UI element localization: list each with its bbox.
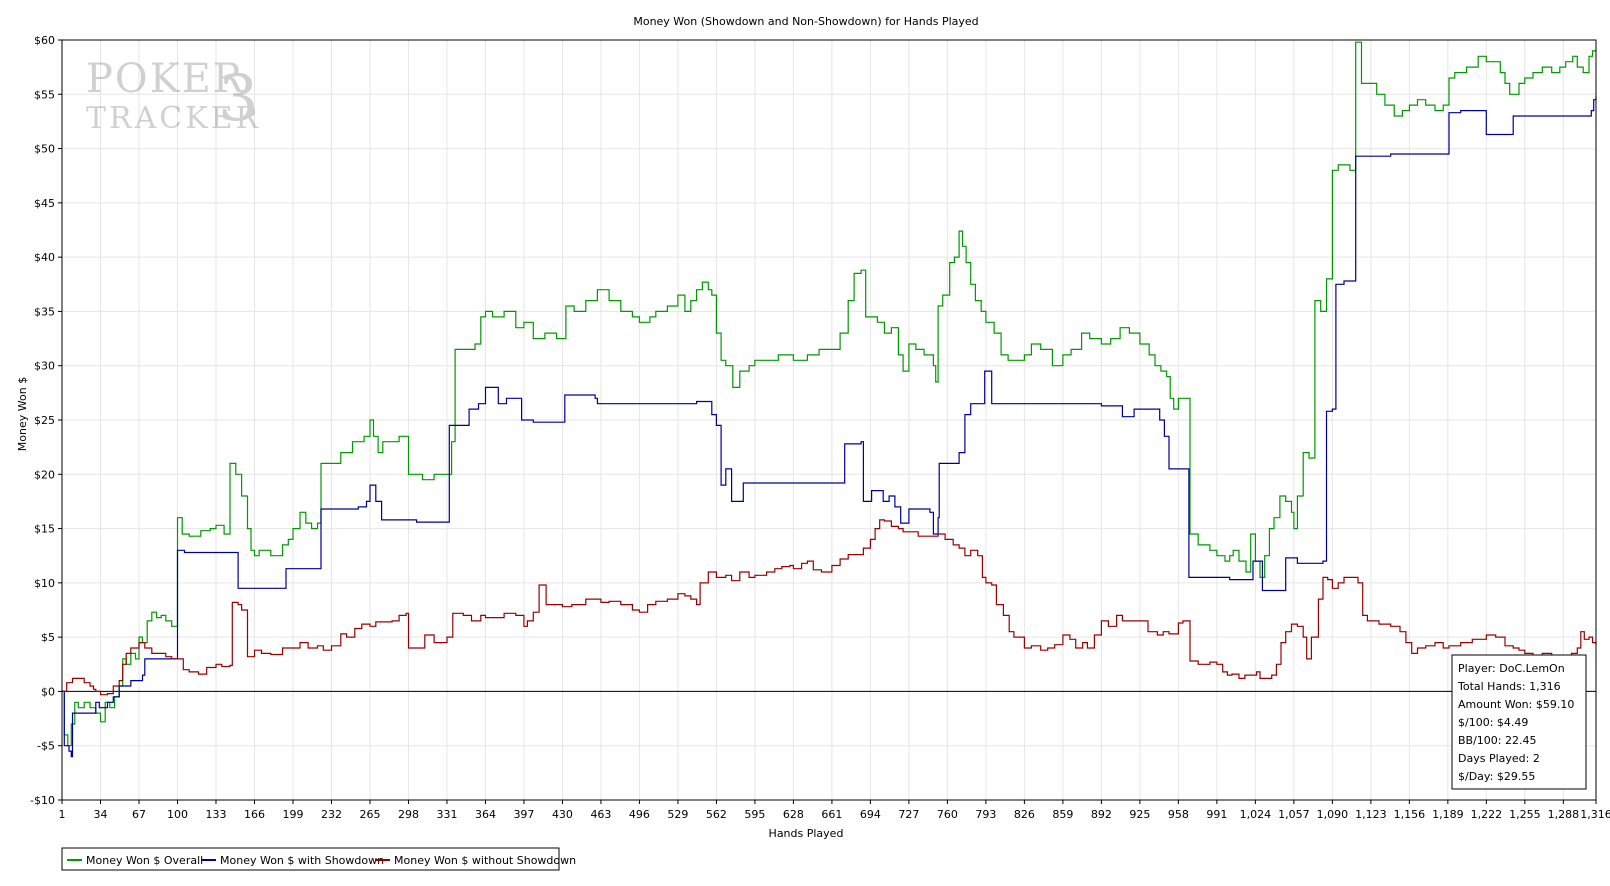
x-tick-label: 463 bbox=[590, 808, 611, 821]
x-tick-label: 628 bbox=[783, 808, 804, 821]
y-tick-label: $60 bbox=[34, 34, 55, 47]
info-total-hands: Total Hands: 1,316 bbox=[1457, 680, 1561, 693]
x-tick-label: 1,288 bbox=[1548, 808, 1580, 821]
x-tick-label: 1,024 bbox=[1240, 808, 1272, 821]
y-tick-label: $10 bbox=[34, 577, 55, 590]
x-tick-label: 1,090 bbox=[1317, 808, 1349, 821]
x-tick-label: 331 bbox=[436, 808, 457, 821]
x-tick-label: 232 bbox=[321, 808, 342, 821]
x-tick-label: 397 bbox=[513, 808, 534, 821]
y-tick-label: $40 bbox=[34, 251, 55, 264]
y-tick-label: $0 bbox=[41, 685, 55, 698]
x-tick-label: 34 bbox=[93, 808, 107, 821]
x-tick-label: 1,255 bbox=[1509, 808, 1541, 821]
y-tick-label: $20 bbox=[34, 468, 55, 481]
player-stats-box: Player: DoC.LemOn Total Hands: 1,316 Amo… bbox=[1452, 655, 1586, 789]
x-tick-label: 727 bbox=[898, 808, 919, 821]
chart-legend: Money Won $ Overall Money Won $ with Sho… bbox=[62, 848, 576, 870]
x-tick-label: 1,189 bbox=[1432, 808, 1464, 821]
info-dollars-per-100: $/100: $4.49 bbox=[1458, 716, 1528, 729]
x-tick-label: 166 bbox=[244, 808, 265, 821]
legend-label-showdown: Money Won $ with Showdown bbox=[220, 854, 384, 867]
x-tick-label: 826 bbox=[1014, 808, 1035, 821]
x-tick-label: 100 bbox=[167, 808, 188, 821]
y-tick-label: $55 bbox=[34, 88, 55, 101]
info-player: Player: DoC.LemOn bbox=[1458, 662, 1565, 675]
x-tick-label: 265 bbox=[359, 808, 380, 821]
y-tick-label: $45 bbox=[34, 197, 55, 210]
x-axis-title: Hands Played bbox=[769, 827, 844, 840]
x-tick-label: 925 bbox=[1129, 808, 1150, 821]
y-tick-label: $15 bbox=[34, 523, 55, 536]
y-tick-label: $5 bbox=[41, 631, 55, 644]
info-dollars-per-day: $/Day: $29.55 bbox=[1458, 770, 1535, 783]
y-tick-label: $30 bbox=[34, 360, 55, 373]
x-tick-label: 199 bbox=[282, 808, 303, 821]
y-tick-label: $35 bbox=[34, 305, 55, 318]
x-tick-label: 133 bbox=[205, 808, 226, 821]
legend-item-non-showdown: Money Won $ without Showdown bbox=[375, 854, 576, 867]
x-tick-label: 496 bbox=[629, 808, 650, 821]
legend-item-showdown: Money Won $ with Showdown bbox=[201, 854, 384, 867]
x-tick-label: 529 bbox=[667, 808, 688, 821]
x-tick-label: 562 bbox=[706, 808, 727, 821]
x-tick-label: 892 bbox=[1091, 808, 1112, 821]
y-tick-label: $50 bbox=[34, 143, 55, 156]
chart-title: Money Won (Showdown and Non-Showdown) fo… bbox=[633, 15, 978, 28]
y-tick-label: -$10 bbox=[30, 794, 55, 807]
watermark-numeral: 3 bbox=[218, 62, 259, 136]
x-tick-label: 1,316 bbox=[1580, 808, 1610, 821]
y-tick-label: $25 bbox=[34, 414, 55, 427]
x-tick-label: 1,156 bbox=[1394, 808, 1426, 821]
y-tick-label: -$5 bbox=[37, 740, 55, 753]
x-tick-label: 364 bbox=[475, 808, 496, 821]
x-tick-label: 859 bbox=[1052, 808, 1073, 821]
x-tick-label: 1 bbox=[59, 808, 66, 821]
legend-label-non-showdown: Money Won $ without Showdown bbox=[394, 854, 576, 867]
x-tick-label: 430 bbox=[552, 808, 573, 821]
info-bb-per-100: BB/100: 22.45 bbox=[1458, 734, 1537, 747]
x-tick-label: 958 bbox=[1168, 808, 1189, 821]
x-tick-label: 1,222 bbox=[1471, 808, 1503, 821]
x-tick-label: 298 bbox=[398, 808, 419, 821]
x-tick-label: 595 bbox=[744, 808, 765, 821]
legend-label-overall: Money Won $ Overall bbox=[86, 854, 203, 867]
x-tick-label: 1,057 bbox=[1278, 808, 1310, 821]
legend-item-overall: Money Won $ Overall bbox=[67, 854, 203, 867]
x-tick-label: 67 bbox=[132, 808, 146, 821]
y-axis-title: Money Won $ bbox=[16, 377, 29, 451]
x-tick-label: 991 bbox=[1206, 808, 1227, 821]
x-tick-label: 694 bbox=[860, 808, 881, 821]
poker-tracker-watermark: POKER TRACKER 3 bbox=[86, 56, 261, 136]
x-tick-label: 760 bbox=[937, 808, 958, 821]
x-tick-label: 1,123 bbox=[1355, 808, 1387, 821]
info-amount-won: Amount Won: $59.10 bbox=[1458, 698, 1574, 711]
x-tick-label: 793 bbox=[975, 808, 996, 821]
x-tick-label: 661 bbox=[821, 808, 842, 821]
info-days-played: Days Played: 2 bbox=[1458, 752, 1540, 765]
